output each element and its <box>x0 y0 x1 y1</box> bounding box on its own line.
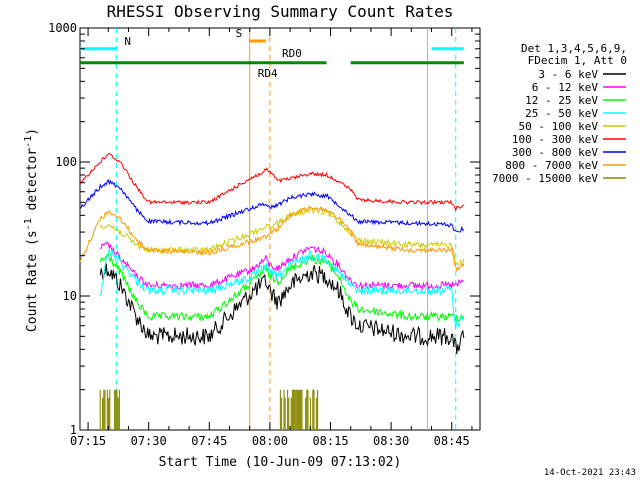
series-line-3 <box>99 247 465 329</box>
y-tick-label: 1 <box>70 423 77 437</box>
x-tick-label: 08:00 <box>252 434 288 448</box>
series-line-8 <box>99 389 120 430</box>
legend-label: 25 - 50 keV <box>525 107 598 120</box>
x-tick-label: 07:15 <box>70 434 106 448</box>
x-tick-label: 07:45 <box>191 434 227 448</box>
series-line-6 <box>79 178 465 233</box>
x-tick-label: 07:30 <box>131 434 167 448</box>
legend-label: 300 - 800 keV <box>512 146 598 159</box>
legend-label: 3 - 6 keV <box>538 68 598 81</box>
x-axis-label: Start Time (10-Jun-09 07:13:02) <box>159 455 402 470</box>
y-axis-label: Count Rate (s-1 detector-1) <box>23 128 40 332</box>
event-label-rd0: RD0 <box>282 47 302 60</box>
plot-frame <box>79 27 481 431</box>
legend-header-line-2: FDecim 1, Att 0 <box>528 54 627 67</box>
legend-label: 50 - 100 keV <box>519 120 599 133</box>
event-bars: N S RD0 RD4 <box>80 27 464 80</box>
series-line-5 <box>79 152 464 212</box>
y-axis-ticks: 1 10 100 1000 <box>48 21 480 437</box>
legend-label: 6 - 12 keV <box>532 81 599 94</box>
series-line-0 <box>99 263 465 354</box>
legend-label: 100 - 300 keV <box>512 133 598 146</box>
event-label-s: S <box>236 27 243 40</box>
series-layer <box>79 152 465 430</box>
series-line-4 <box>99 206 465 266</box>
series-line-7 <box>79 205 465 273</box>
vertical-marker-lines <box>115 28 457 430</box>
legend-label: 7000 - 15000 keV <box>492 172 598 185</box>
x-axis-ticks: 07:15 07:30 07:45 08:00 08:15 08:30 08:45 <box>70 28 473 448</box>
series-line-8 <box>279 389 319 430</box>
x-tick-label: 08:15 <box>312 434 348 448</box>
event-label-n: N <box>124 35 131 48</box>
y-tick-label: 10 <box>63 289 77 303</box>
legend: Det 1,3,4,5,6,9, FDecim 1, Att 0 3 - 6 k… <box>492 42 627 185</box>
series-line-2 <box>99 253 465 323</box>
y-tick-label: 1000 <box>48 21 77 35</box>
legend-header-line-1: Det 1,3,4,5,6,9, <box>521 42 627 55</box>
legend-label: 12 - 25 keV <box>525 94 598 107</box>
x-tick-label: 08:30 <box>373 434 409 448</box>
event-label-rd4: RD4 <box>258 67 278 80</box>
legend-label: 800 - 7000 keV <box>505 159 598 172</box>
chart-title: RHESSI Observing Summary Count Rates <box>107 2 454 21</box>
x-tick-label: 08:45 <box>434 434 470 448</box>
generation-timestamp: 14-Oct-2021 23:43 <box>544 468 636 478</box>
series-line-1 <box>100 241 465 291</box>
y-tick-label: 100 <box>55 155 77 169</box>
